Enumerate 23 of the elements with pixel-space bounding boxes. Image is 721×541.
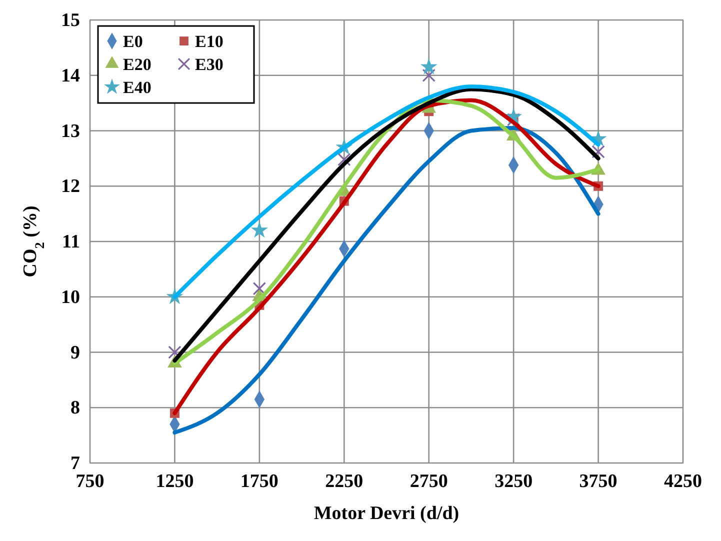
y-tick-label: 8 xyxy=(70,398,80,419)
x-tick-label: 4250 xyxy=(664,471,702,492)
y-tick-label: 9 xyxy=(70,342,80,364)
x-tick-label: 2750 xyxy=(410,471,448,492)
legend-label: E10 xyxy=(195,32,224,51)
x-tick-label: 3250 xyxy=(494,471,533,492)
y-tick-label: 7 xyxy=(70,453,80,474)
x-tick-label: 3750 xyxy=(579,471,618,492)
legend-label: E40 xyxy=(123,78,152,97)
y-tick-label: 14 xyxy=(61,65,80,86)
y-tick-label: 12 xyxy=(61,176,80,198)
x-tick-label: 750 xyxy=(76,471,104,492)
legend-label: E20 xyxy=(123,55,152,74)
legend-label: E30 xyxy=(195,55,224,74)
y-tick-label: 10 xyxy=(61,286,80,308)
y-tick-label: 11 xyxy=(62,232,80,252)
y-tick-label: 13 xyxy=(61,120,80,142)
legend-label: E0 xyxy=(123,32,143,51)
y-tick-label: 15 xyxy=(61,10,80,31)
x-tick-label: 2250 xyxy=(325,471,364,492)
x-tick-label: 1250 xyxy=(156,471,194,492)
x-axis-title: Motor Devri (d/d) xyxy=(314,503,460,524)
x-tick-label: 1750 xyxy=(240,471,278,492)
